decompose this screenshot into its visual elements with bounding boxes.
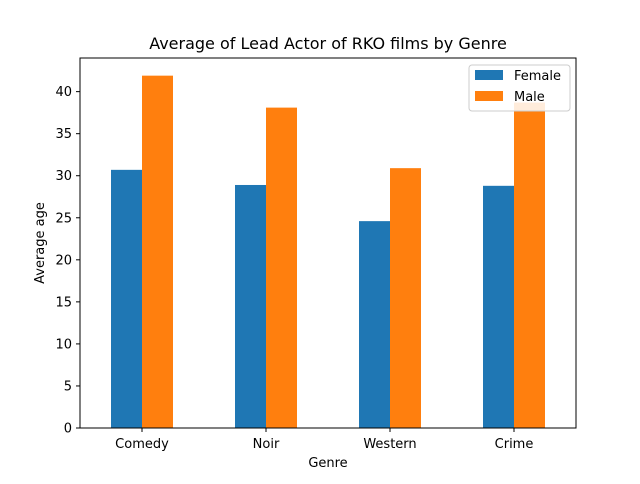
bar-female-comedy — [111, 169, 142, 428]
y-axis-label: Average age — [33, 202, 48, 284]
y-tick-label: 40 — [55, 85, 72, 100]
x-tick-label: Comedy — [115, 437, 169, 452]
y-tick-label: 15 — [55, 295, 72, 310]
x-axis-label: Genre — [308, 456, 347, 471]
bar-male-comedy — [142, 75, 173, 428]
legend-label-female: Female — [514, 69, 561, 84]
x-tick-label: Crime — [495, 437, 534, 452]
y-tick-label: 5 — [64, 379, 72, 394]
bar-female-noir — [235, 184, 266, 428]
legend-swatch-male — [475, 91, 503, 101]
bars-group — [111, 75, 545, 429]
x-axis: Comedy Noir Western Crime — [115, 428, 533, 452]
y-tick-label: 0 — [64, 422, 72, 437]
x-tick-label: Western — [363, 437, 416, 452]
y-tick-label: 25 — [55, 211, 72, 226]
y-tick-label: 20 — [55, 253, 72, 268]
plot-area-frame — [79, 57, 577, 429]
y-axis: 0 5 10 15 20 25 30 35 40 — [55, 85, 80, 437]
bar-male-western — [390, 168, 421, 428]
legend-label-male: Male — [514, 90, 545, 105]
legend: Female Male — [468, 64, 571, 112]
y-tick-label: 30 — [55, 169, 72, 184]
y-tick-label: 10 — [55, 337, 72, 352]
chart-title: Average of Lead Actor of RKO films by Ge… — [149, 34, 507, 53]
x-tick-label: Noir — [253, 437, 280, 452]
bar-female-western — [359, 221, 390, 428]
legend-swatch-female — [475, 70, 503, 80]
bar-female-crime — [483, 185, 514, 428]
bar-male-noir — [266, 107, 297, 428]
y-tick-label: 35 — [55, 127, 72, 142]
bar-male-crime — [514, 102, 545, 429]
